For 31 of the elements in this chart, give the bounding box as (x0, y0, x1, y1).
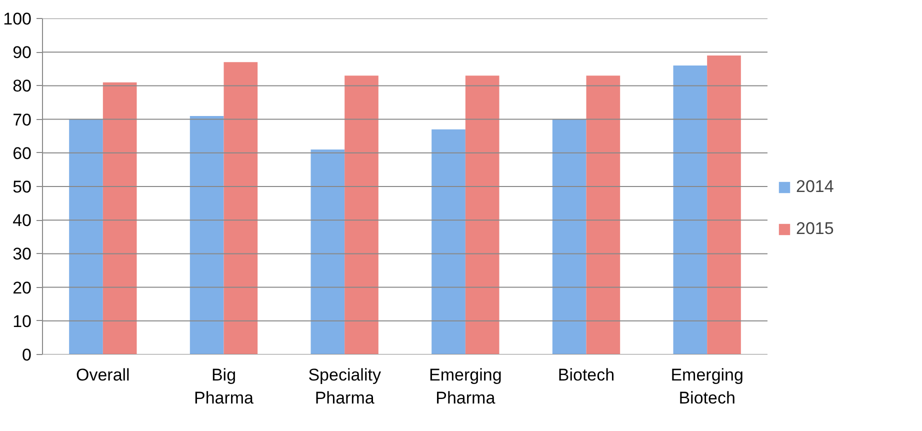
y-tick-label: 40 (12, 211, 32, 230)
bar (224, 62, 258, 354)
bar (102, 82, 137, 354)
y-tick-label: 20 (12, 278, 32, 298)
x-tick-label: Speciality Pharma (308, 366, 382, 408)
bar (707, 55, 741, 354)
y-tick-label: 90 (12, 43, 32, 62)
bar (432, 129, 466, 354)
bar (344, 76, 378, 354)
legend-label: 2014 (796, 177, 834, 197)
y-tick-label: 30 (12, 244, 32, 264)
y-tick-label: 0 (22, 346, 32, 364)
bar (190, 116, 224, 354)
x-tick-label: Emerging Biotech (670, 366, 744, 408)
bar (310, 150, 345, 354)
x-tick-label: Emerging Pharma (429, 366, 502, 408)
bar (69, 119, 103, 354)
y-tick-label: 10 (12, 312, 32, 331)
bar (673, 66, 708, 354)
legend-label: 2015 (796, 219, 834, 239)
y-tick-label: 50 (12, 178, 32, 196)
y-tick-label: 80 (12, 76, 32, 96)
y-tick-label: 70 (12, 110, 32, 130)
bar (586, 76, 620, 354)
bar (465, 76, 500, 354)
x-tick-label: Big Pharma (194, 366, 254, 408)
x-tick-label: Biotech (558, 366, 615, 384)
bar (552, 119, 586, 354)
y-tick-label: 60 (12, 144, 32, 163)
y-tick-label: 100 (3, 10, 32, 28)
x-tick-label: Overall (76, 366, 130, 384)
